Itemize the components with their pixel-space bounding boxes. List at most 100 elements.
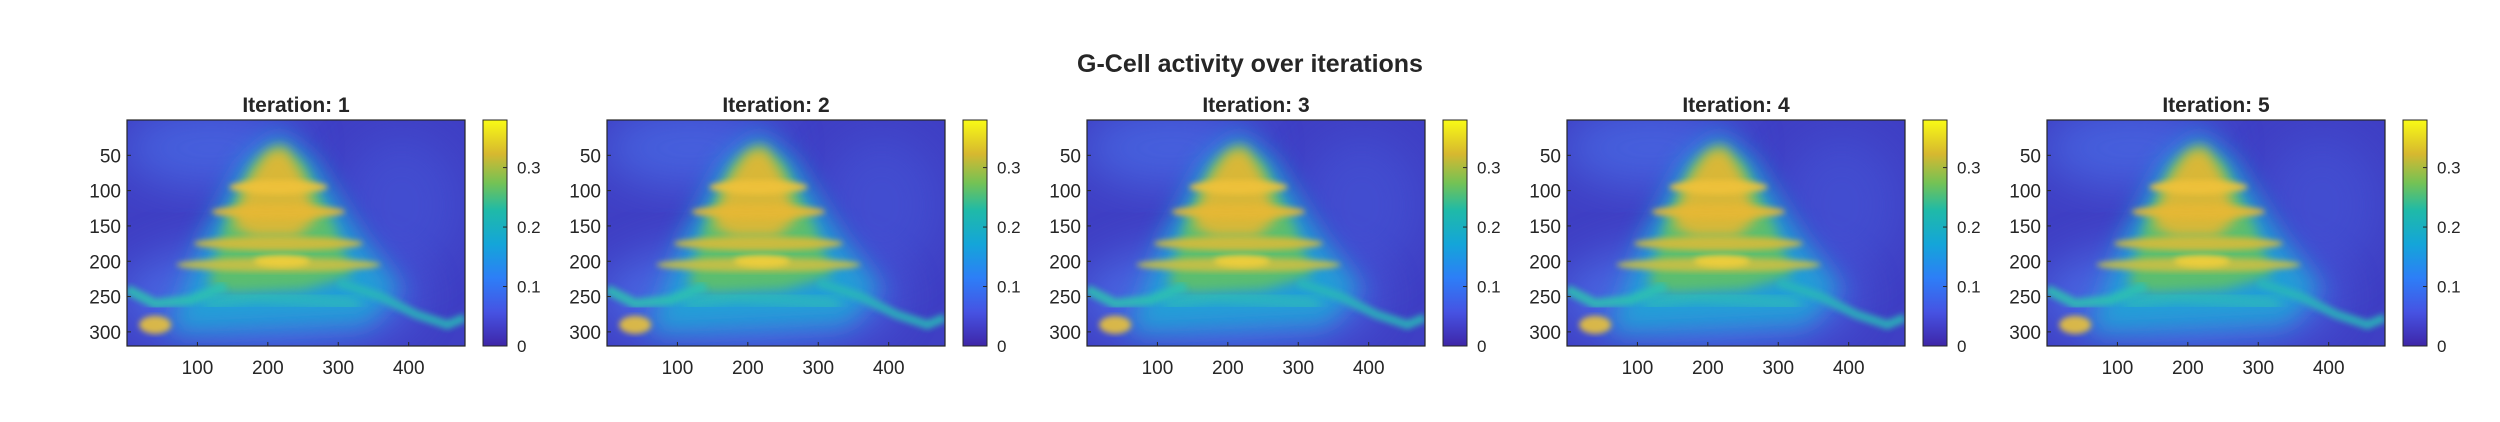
heatmap-ridge [203,290,360,312]
x-tick-label: 300 [322,358,354,379]
subplot-5: Iteration: 5 100 200 300 400 50 100 150 200 250 30… [2009,94,2460,379]
colorbar-tick-label: 0.3 [2437,159,2461,178]
x-tick-label: 200 [1692,358,1724,379]
heatmap-hotspot [619,315,652,334]
colorbar-tick-label: 0.1 [1957,278,1981,297]
y-tick-label: 50 [2020,146,2041,167]
y-tick-label: 100 [1529,182,1561,203]
heatmap-band [673,236,843,251]
heatmap-ridge [1296,278,1425,330]
heatmap-ridge [1567,281,1668,309]
colorbar-tick-label: 0.2 [997,218,1021,237]
heatmap-band [1171,204,1306,219]
colorbar-tick-label: 0 [517,337,526,356]
colorbar [1922,119,1948,347]
heatmap-ridge [607,281,708,309]
colorbar [482,119,508,347]
heatmap-image [607,120,945,346]
heatmap-region [821,134,942,275]
heatmap-ridge [2123,290,2280,312]
heatmap-region [1781,134,1902,275]
y-tick-label: 300 [569,323,601,344]
colorbar-tick-label: 0.3 [997,159,1021,178]
axes-box [606,119,946,347]
colorbar-tick-label: 0.1 [2437,278,2461,297]
subplot-1: Iteration: 1 100 200 300 400 50 100 150 200 250 30… [89,94,540,379]
colorbar-tick-label: 0 [1957,337,1966,356]
y-tick-label: 250 [569,288,601,309]
y-tick-label: 250 [1529,288,1561,309]
figure-title: G-Cell activity over iterations [1077,50,1423,78]
heatmap-ridge [683,290,840,312]
colorbar-tick-label: 0.3 [1957,159,1981,178]
y-tick-label: 150 [569,217,601,238]
heatmap-ridge [2256,278,2385,330]
heatmap-image [1087,120,1425,346]
colorbar-tick-label: 0 [2437,337,2446,356]
heatmap-hotspot [1579,315,1612,334]
y-tick-label: 50 [100,146,121,167]
colorbar-tick-label: 0 [997,337,1006,356]
colorbar-tick-label: 0.3 [517,159,541,178]
colorbar-tick-label: 0.2 [517,218,541,237]
heatmap-band [1633,236,1803,251]
y-tick-label: 300 [1529,323,1561,344]
subplot-title: Iteration: 3 [1202,94,1309,117]
heatmap-image [127,120,465,346]
axes-box [126,119,466,347]
subplot-4: Iteration: 4 100 200 300 400 50 100 150 200 250 30… [1529,94,1980,379]
colorbar-tick-label: 0.1 [997,278,1021,297]
y-tick-label: 100 [2009,182,2041,203]
heatmap-image [2047,120,2385,346]
x-tick-label: 100 [1622,358,1654,379]
heatmap-ridge [336,278,465,330]
y-tick-label: 150 [89,217,121,238]
x-tick-label: 400 [1353,358,1385,379]
x-tick-label: 300 [2242,358,2274,379]
y-tick-label: 200 [569,252,601,273]
x-tick-label: 300 [802,358,834,379]
y-tick-label: 150 [1049,217,1081,238]
y-tick-label: 300 [1049,323,1081,344]
heatmap-hotspot [139,315,172,334]
y-tick-label: 250 [89,288,121,309]
y-tick-label: 50 [580,146,601,167]
heatmap-hotspot [2173,255,2230,268]
x-tick-label: 300 [1762,358,1794,379]
heatmap-region [341,134,462,275]
y-tick-label: 200 [2009,252,2041,273]
heatmap-band [1651,204,1786,219]
heatmap-band [1189,180,1288,195]
y-tick-label: 250 [1049,288,1081,309]
y-tick-label: 150 [2009,217,2041,238]
colorbar-tick-label: 0.2 [1477,218,1501,237]
subplot-3: Iteration: 3 100 200 300 400 50 100 150 200 250 30… [1049,94,1500,379]
colorbar [2402,119,2428,347]
x-tick-label: 400 [2313,358,2345,379]
y-tick-label: 200 [1049,252,1081,273]
colorbar-tick-label: 0 [1477,337,1486,356]
y-tick-label: 100 [569,182,601,203]
x-tick-label: 100 [182,358,214,379]
heatmap-ridge [2047,281,2148,309]
heatmap-ridge [127,281,228,309]
subplot-2: Iteration: 2 100 200 300 400 50 100 150 200 250 30… [569,94,1020,379]
x-tick-label: 100 [1142,358,1174,379]
heatmap-hotspot [733,255,790,268]
colorbar-tick-label: 0.2 [2437,218,2461,237]
y-tick-label: 150 [1529,217,1561,238]
heatmap-band [2131,204,2266,219]
y-tick-label: 50 [1060,146,1081,167]
heatmap-ridge [1087,281,1188,309]
x-tick-label: 200 [252,358,284,379]
heatmap-hotspot [1213,255,1270,268]
heatmap-band [1153,236,1323,251]
y-tick-label: 250 [2009,288,2041,309]
x-tick-label: 400 [393,358,425,379]
heatmap-band [229,180,328,195]
subplot-title: Iteration: 4 [1682,94,1790,117]
y-tick-label: 100 [1049,182,1081,203]
x-tick-label: 300 [1282,358,1314,379]
heatmap-region [1301,134,1422,275]
heatmap-ridge [1643,290,1800,312]
